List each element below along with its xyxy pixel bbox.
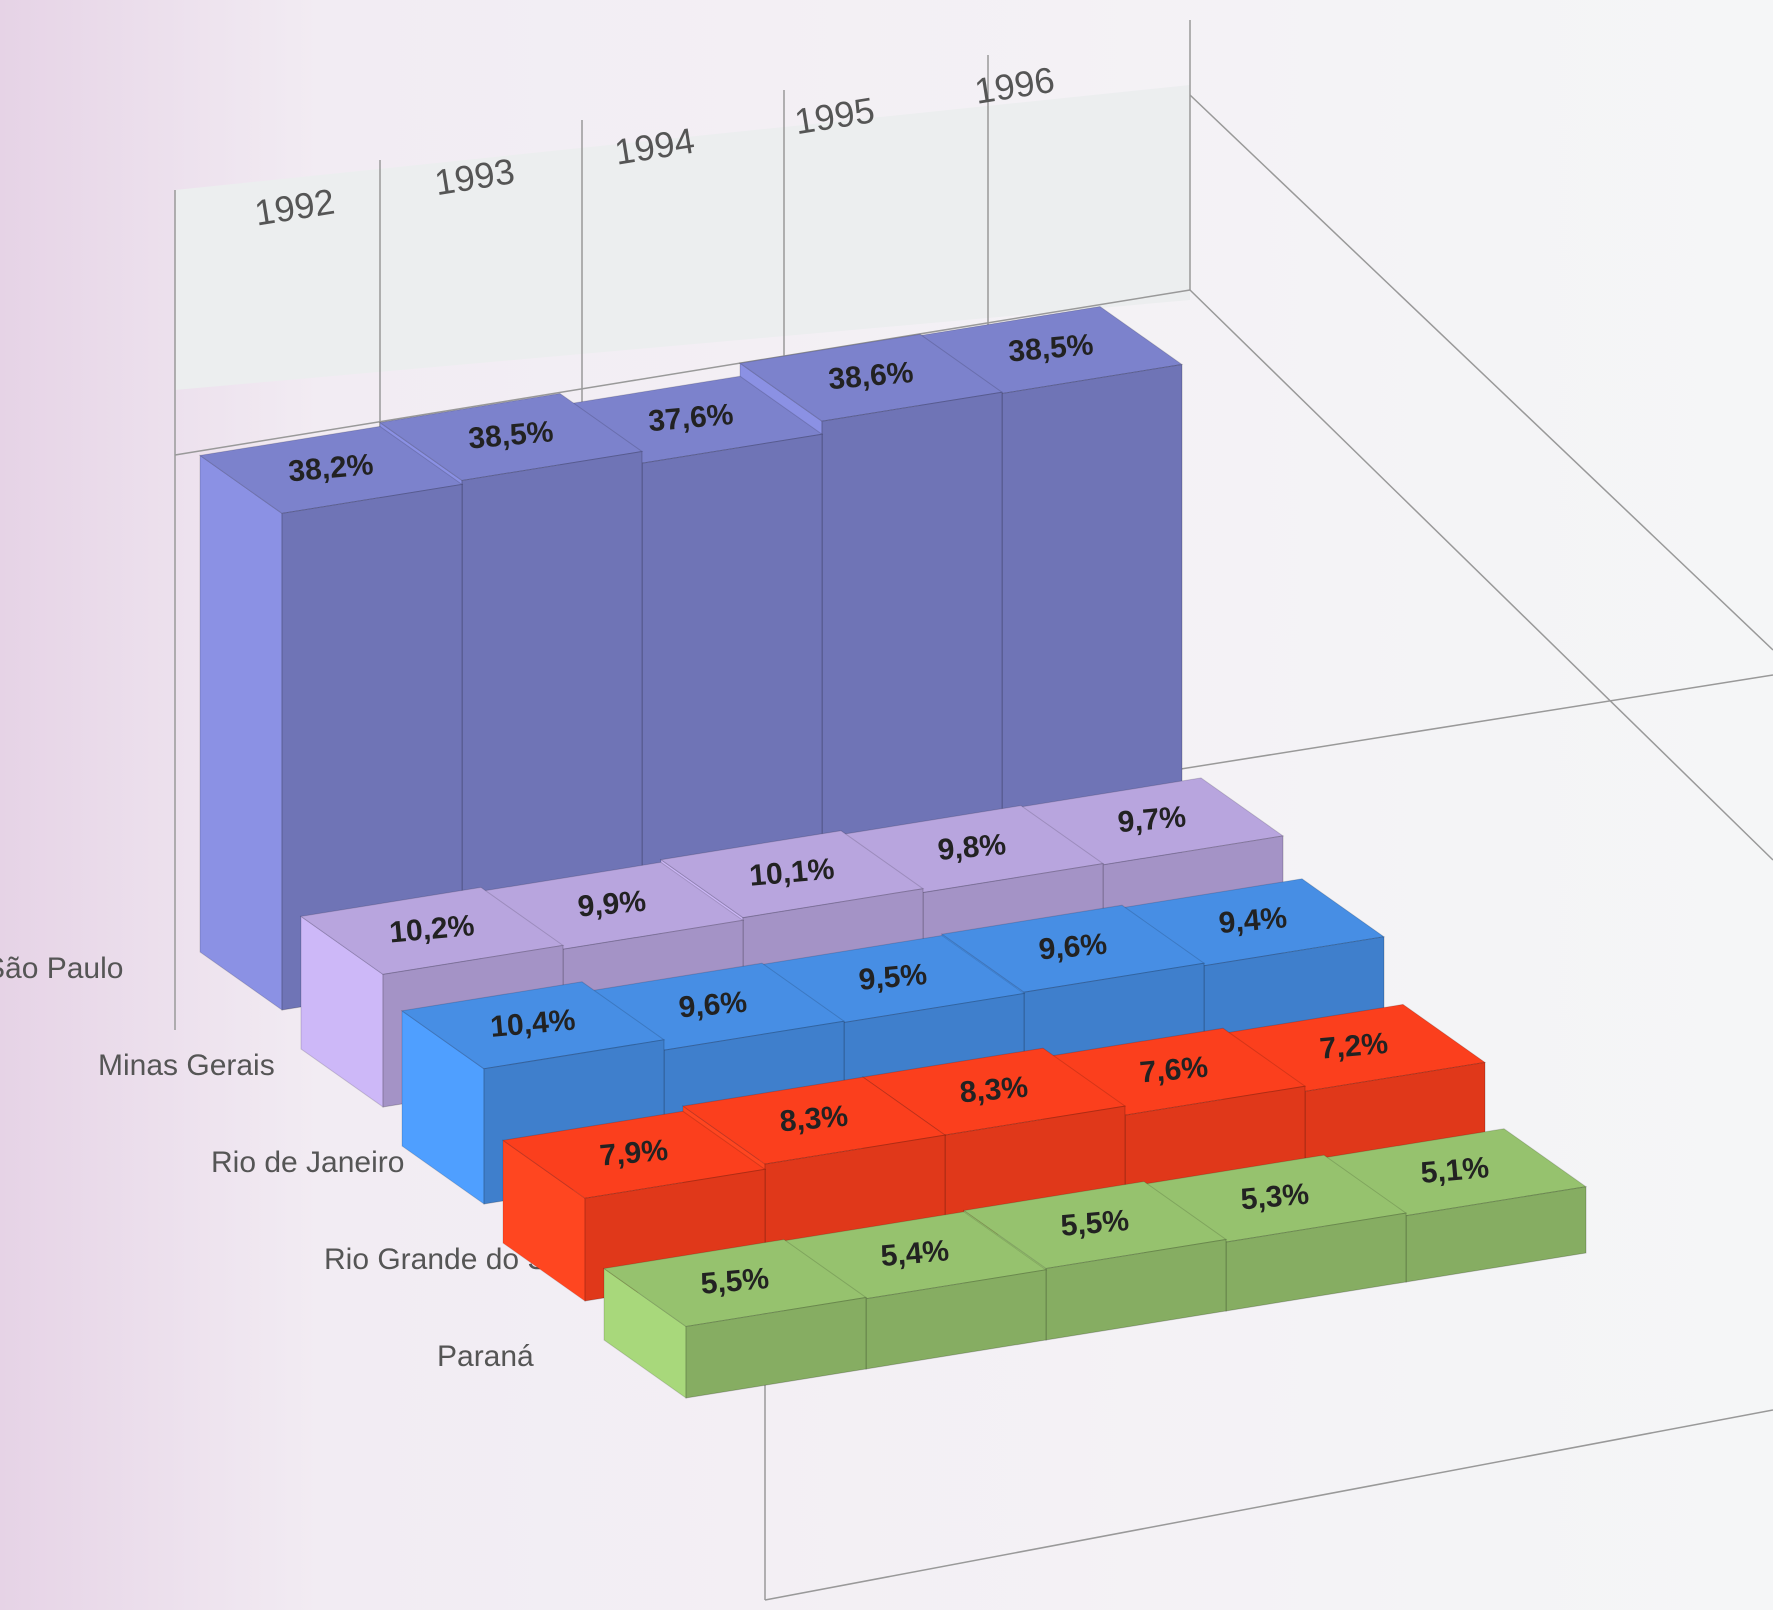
value-label: 9,9% bbox=[576, 885, 647, 924]
row-label: Paraná bbox=[437, 1340, 534, 1373]
value-label: 9,6% bbox=[677, 986, 748, 1025]
chart: São PauloMinas GeraisRio de JaneiroRio G… bbox=[0, 0, 1773, 1610]
value-label: 5,5% bbox=[1059, 1204, 1130, 1243]
value-label: 9,5% bbox=[857, 958, 928, 997]
row-label: Rio de Janeiro bbox=[211, 1146, 404, 1179]
value-label: 9,8% bbox=[936, 828, 1007, 867]
value-label: 5,3% bbox=[1239, 1178, 1310, 1217]
value-label: 5,4% bbox=[879, 1234, 950, 1273]
value-label: 8,3% bbox=[958, 1071, 1029, 1110]
value-label: 7,2% bbox=[1318, 1027, 1389, 1066]
row-label: Minas Gerais bbox=[98, 1049, 275, 1082]
row-label: São Paulo bbox=[0, 952, 123, 985]
value-label: 9,7% bbox=[1116, 800, 1187, 839]
value-label: 9,6% bbox=[1037, 928, 1108, 967]
value-label: 7,9% bbox=[598, 1134, 669, 1173]
value-label: 8,3% bbox=[778, 1100, 849, 1139]
bar-side bbox=[200, 455, 282, 1010]
value-label: 5,1% bbox=[1419, 1151, 1490, 1190]
value-label: 5,5% bbox=[699, 1262, 770, 1301]
value-label: 9,4% bbox=[1217, 901, 1288, 940]
value-label: 7,6% bbox=[1138, 1051, 1209, 1090]
